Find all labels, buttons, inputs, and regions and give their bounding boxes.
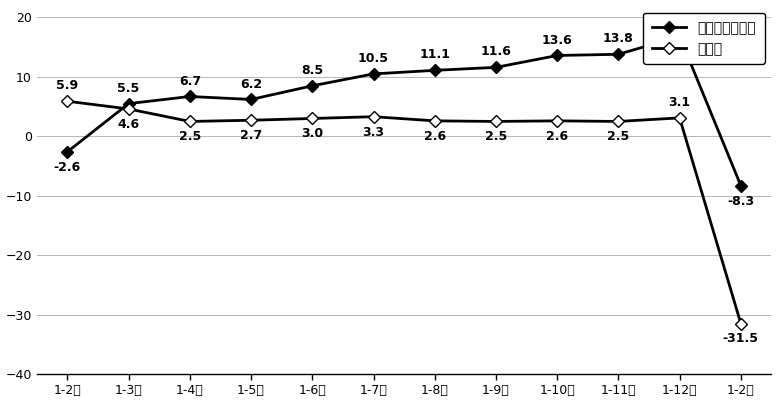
Text: 3.1: 3.1 [668, 96, 691, 109]
电子信息制造业 [491, 65, 500, 70]
Text: 10.5: 10.5 [358, 52, 389, 65]
制造业 [430, 118, 439, 123]
电子信息制造业 [185, 94, 194, 99]
Text: 6.7: 6.7 [179, 75, 201, 87]
Text: 2.7: 2.7 [240, 129, 262, 142]
电子信息制造业 [369, 71, 378, 76]
Text: -31.5: -31.5 [723, 332, 759, 345]
Legend: 电子信息制造业, 制造业: 电子信息制造业, 制造业 [643, 12, 765, 64]
Text: 16.8: 16.8 [664, 15, 695, 27]
制造业 [369, 114, 378, 119]
电子信息制造业 [614, 52, 623, 57]
制造业 [124, 106, 134, 111]
制造业 [63, 99, 72, 104]
制造业 [614, 119, 623, 124]
Text: 6.2: 6.2 [240, 77, 262, 91]
Text: 2.5: 2.5 [608, 130, 629, 143]
Text: 2.5: 2.5 [179, 130, 201, 143]
电子信息制造业 [124, 101, 134, 106]
Text: 13.6: 13.6 [542, 33, 573, 47]
Text: 3.0: 3.0 [301, 127, 323, 140]
Text: 2.5: 2.5 [485, 130, 507, 143]
Text: -8.3: -8.3 [727, 195, 754, 208]
Line: 制造业: 制造业 [63, 97, 745, 328]
Text: 13.8: 13.8 [603, 32, 634, 46]
Text: 2.6: 2.6 [423, 130, 446, 143]
Text: 3.3: 3.3 [363, 126, 385, 139]
Text: 5.9: 5.9 [57, 79, 78, 92]
制造业 [491, 119, 500, 124]
Text: 5.5: 5.5 [117, 82, 140, 95]
Text: 11.1: 11.1 [420, 48, 450, 61]
Text: -2.6: -2.6 [54, 161, 81, 174]
制造业 [246, 118, 256, 123]
Text: 8.5: 8.5 [301, 64, 323, 77]
电子信息制造业 [675, 34, 685, 39]
电子信息制造业 [308, 83, 317, 88]
Text: 11.6: 11.6 [480, 46, 511, 58]
电子信息制造业 [736, 183, 745, 188]
制造业 [308, 116, 317, 121]
电子信息制造业 [552, 53, 562, 58]
Text: 2.6: 2.6 [546, 130, 568, 143]
制造业 [675, 116, 685, 120]
制造业 [552, 118, 562, 123]
电子信息制造业 [63, 150, 72, 154]
制造业 [185, 119, 194, 124]
Text: 4.6: 4.6 [117, 118, 140, 131]
电子信息制造业 [246, 97, 256, 102]
制造业 [736, 321, 745, 326]
Line: 电子信息制造业: 电子信息制造业 [63, 32, 745, 190]
电子信息制造业 [430, 68, 439, 73]
